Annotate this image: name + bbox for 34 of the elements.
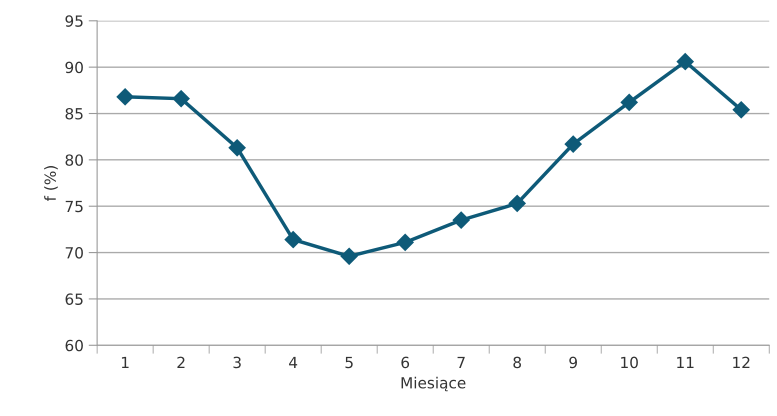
x-tick-label: 10: [621, 356, 638, 368]
point: [620, 94, 638, 111]
x-tick-label: 12: [733, 356, 750, 368]
point: [452, 212, 470, 229]
x-tick-label: 11: [677, 356, 694, 368]
point: [228, 139, 246, 156]
point: [116, 88, 134, 106]
y-tick-label: 80: [66, 154, 83, 166]
point: [284, 231, 302, 248]
y-tick-label: 90: [65, 62, 83, 74]
point: [676, 53, 694, 70]
point: [564, 136, 582, 153]
point: [396, 234, 414, 251]
y-tick-label: 65: [66, 293, 83, 305]
x-tick-label: 1: [122, 356, 129, 368]
x-tick-label: 2: [177, 356, 184, 368]
y-tick-label: 70: [66, 247, 83, 259]
x-axis-title: Miesiące: [402, 376, 466, 392]
point: [340, 248, 358, 265]
y-axis-title: f (%): [44, 166, 58, 202]
y-tick-label: 75: [66, 200, 83, 212]
x-tick-label: 7: [458, 356, 465, 368]
y-tick-label: 85: [66, 108, 83, 120]
x-tick-label: 6: [401, 356, 410, 368]
x-tick-label: 9: [569, 356, 577, 368]
point: [508, 194, 526, 212]
y-tick-label: 60: [66, 340, 83, 352]
y-tick-label: 95: [65, 15, 83, 27]
x-tick-label: 3: [233, 356, 241, 368]
x-tick-label: 5: [345, 356, 353, 368]
point: [732, 101, 750, 118]
x-tick-label: 4: [289, 356, 298, 368]
point: [172, 90, 190, 108]
x-tick-label: 8: [513, 356, 522, 368]
